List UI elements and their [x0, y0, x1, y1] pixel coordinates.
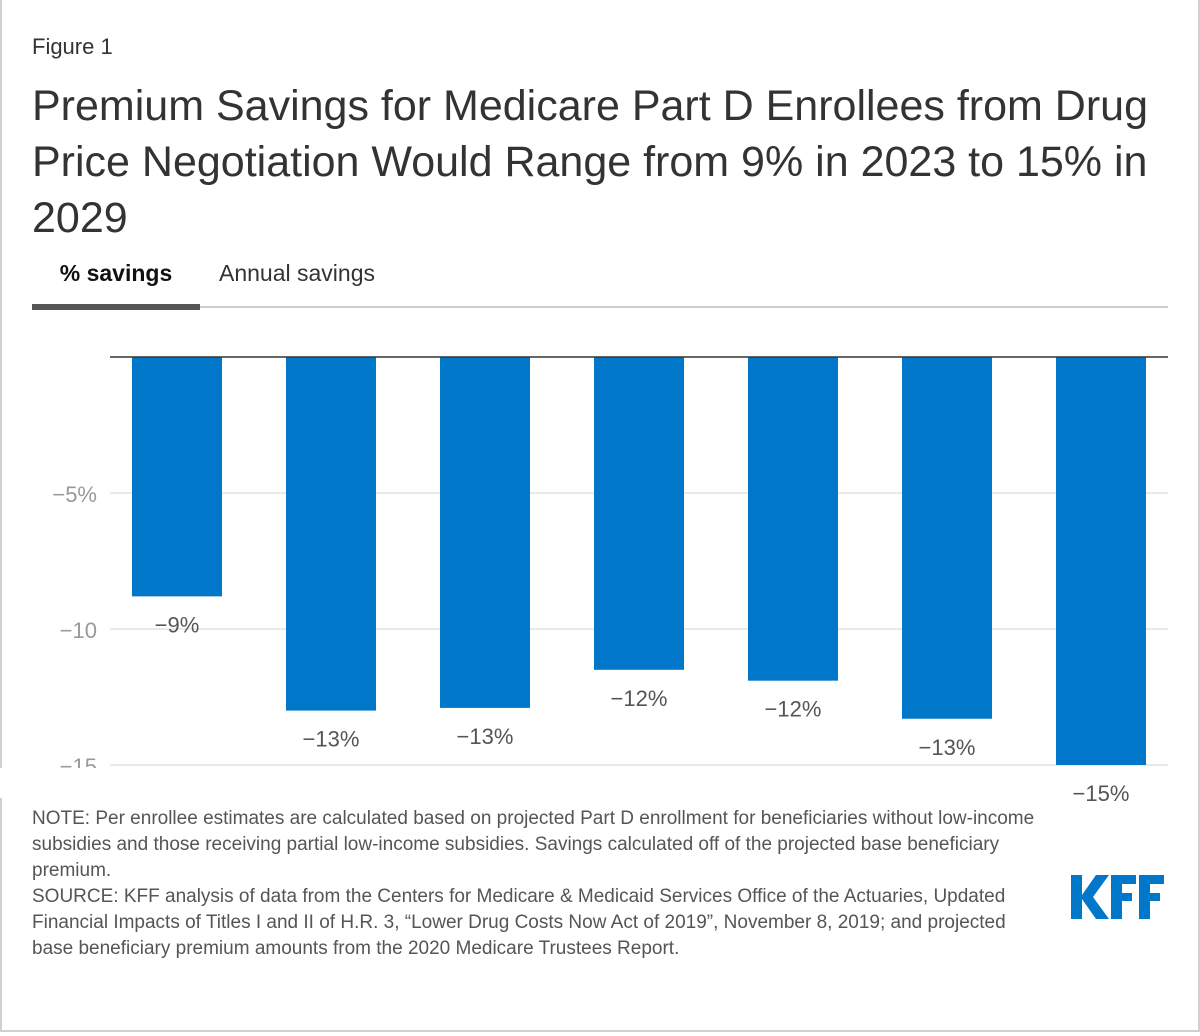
data-label: −12% — [611, 686, 668, 711]
bar — [748, 357, 838, 681]
note-text: NOTE: Per enrollee estimates are calcula… — [32, 808, 1035, 881]
tab-bar: % savings Annual savings — [32, 256, 1168, 310]
data-label: −15% — [1073, 781, 1130, 806]
figure-label: Figure 1 — [32, 34, 113, 59]
bar-chart: −5%−10−15−9%−13% −13%−12% −12%−13%−15% — [0, 356, 1168, 806]
data-label: −13% — [303, 727, 360, 752]
notes: NOTE: Per enrollee estimates are calcula… — [32, 806, 1042, 962]
bar — [440, 357, 530, 708]
y-tick-label: −5% — [52, 482, 97, 507]
data-label: −12% — [765, 697, 822, 722]
chart-title: Premium Savings for Medicare Part D Enro… — [32, 82, 1148, 242]
data-label: −9% — [155, 612, 200, 637]
y-tick-label: −10 — [60, 618, 97, 643]
source-text: SOURCE: KFF analysis of data from the Ce… — [32, 886, 1006, 959]
data-label: −13% — [457, 724, 514, 749]
tab-annual-savings[interactable]: Annual savings — [219, 260, 375, 286]
kff-logo — [1071, 875, 1164, 919]
data-label: −13% — [919, 735, 976, 760]
plot-clip — [0, 768, 1040, 798]
bar — [286, 357, 376, 711]
tab-percent-savings[interactable]: % savings — [32, 260, 200, 310]
bar — [132, 357, 222, 597]
bar — [1056, 357, 1146, 765]
bar — [594, 357, 684, 670]
bar — [902, 357, 992, 719]
